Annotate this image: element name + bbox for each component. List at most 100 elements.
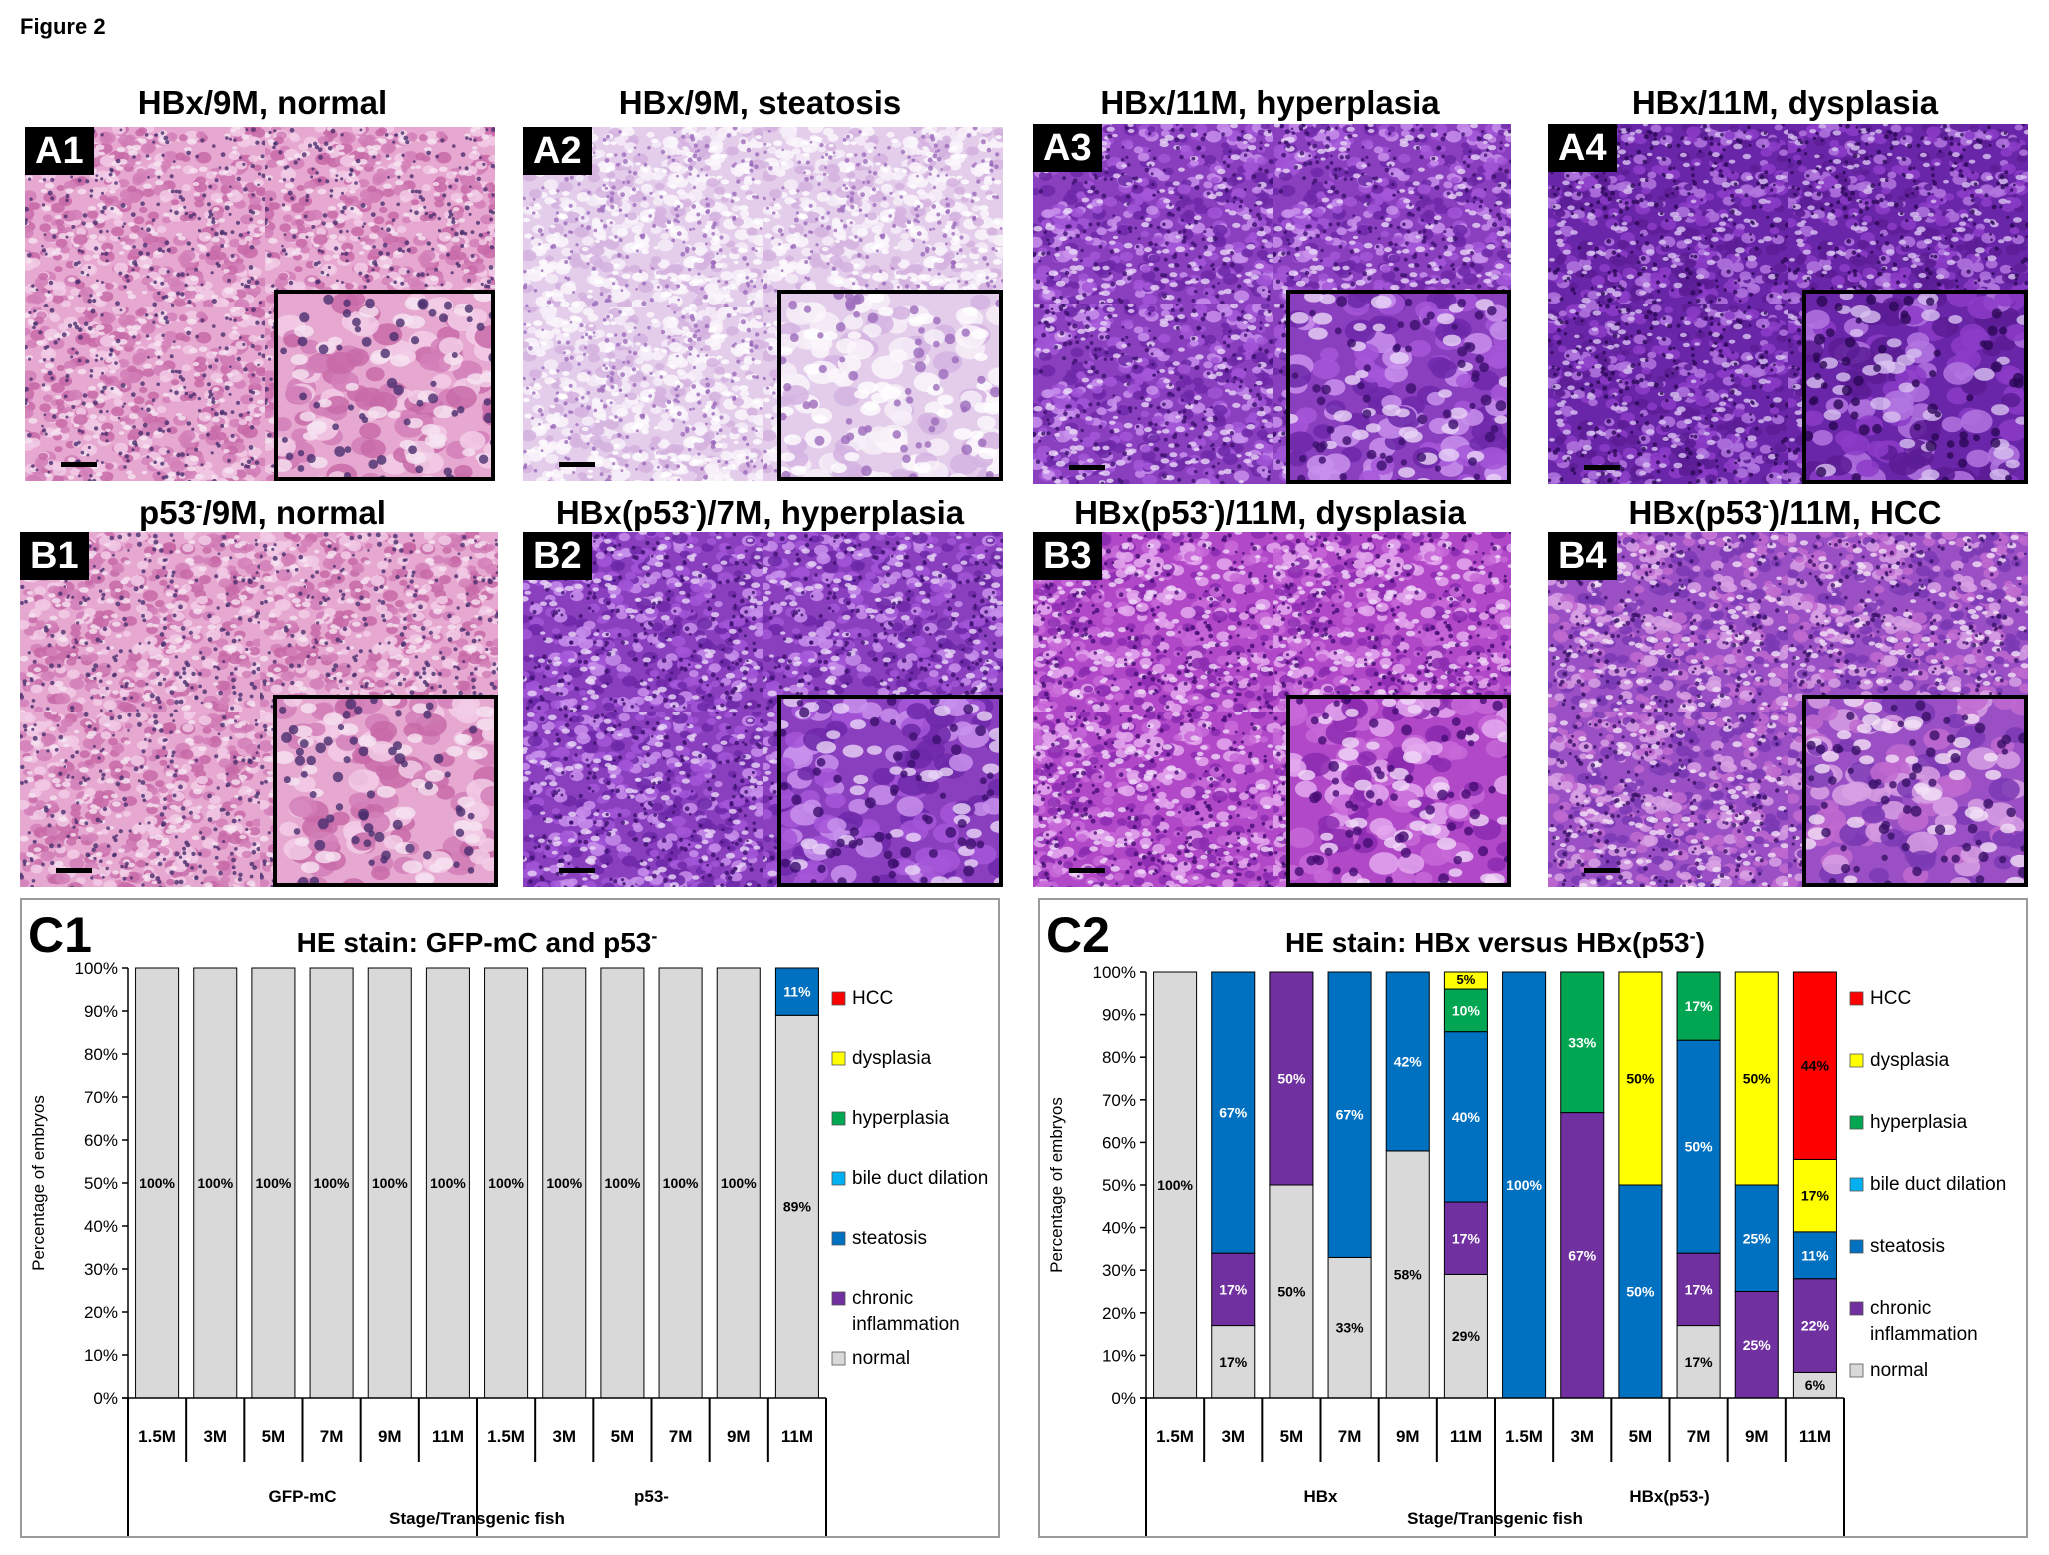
legend-swatch-steatosis: [1849, 1239, 1864, 1254]
panel-title-b3: HBx(p53-)/11M, dysplasia: [1030, 494, 1510, 532]
inset-box: [1286, 695, 1511, 887]
bar-dysplasia: [1792, 1158, 1837, 1233]
title-text: p53: [139, 494, 196, 531]
legend-swatch-normal: [1849, 1363, 1864, 1378]
micrograph-a4: A4: [1548, 124, 2028, 484]
bar-steatosis: [774, 967, 819, 1016]
panel-letter-b1: B1: [20, 532, 89, 580]
bar-chronic-inflammation: [1269, 971, 1314, 1186]
data-label: 100%: [721, 1175, 757, 1191]
legend-swatch-hcc: [1849, 991, 1864, 1006]
legend-swatch-chronic-inflammation: [1849, 1301, 1864, 1316]
legend-label: inflammation: [1870, 1324, 1978, 1345]
bar-normal: [1211, 1325, 1256, 1399]
x-tick-label: 11M: [432, 1427, 464, 1446]
title-sup: -: [1762, 495, 1770, 517]
chart-c2-frame: C2 HE stain: HBx versus HBx(p53-) Percenta…: [1038, 898, 2028, 1538]
data-label: 17%: [1685, 1281, 1714, 1297]
scale-bar: [56, 868, 92, 873]
scale-bar: [559, 868, 595, 873]
data-label: 11%: [783, 984, 811, 1000]
y-tick-label: 80%: [1102, 1048, 1136, 1067]
x-tick-label: 1.5M: [1505, 1427, 1543, 1446]
data-label: 17%: [1685, 998, 1714, 1014]
data-label: 17%: [1685, 1354, 1714, 1370]
data-label: 50%: [1277, 1071, 1306, 1087]
title-sup: -: [689, 495, 697, 517]
chart-title: HE stain: HBx versus HBx(p53-): [1285, 926, 1705, 958]
panel-letter-a2: A2: [523, 127, 592, 175]
data-label: 100%: [197, 1175, 233, 1191]
y-tick-label: 70%: [1102, 1091, 1136, 1110]
bar-normal: [1385, 1150, 1430, 1399]
bar-normal: [425, 967, 470, 1399]
y-tick-label: 70%: [84, 1088, 118, 1107]
y-tick-label: 100%: [1093, 963, 1136, 982]
x-tick-label: 9M: [1745, 1427, 1769, 1446]
legend-swatch-steatosis: [831, 1231, 846, 1246]
scale-bar: [61, 462, 97, 467]
data-label: 67%: [1219, 1105, 1248, 1121]
panel-letter-b3: B3: [1033, 532, 1102, 580]
data-label: 33%: [1336, 1320, 1365, 1336]
y-tick-label: 80%: [84, 1045, 118, 1064]
bar-normal: [367, 967, 412, 1399]
chart-c1: C1 HE stain: GFP-mC and p53- Percentage of…: [28, 907, 988, 1538]
panel-title-b1: p53-/9M, normal: [25, 494, 500, 532]
data-label: 100%: [430, 1175, 466, 1191]
title-text: HBx(p53: [1074, 494, 1208, 531]
scale-bar: [1584, 868, 1620, 873]
micrograph-b4: B4: [1548, 532, 2028, 887]
data-label: 67%: [1568, 1247, 1597, 1263]
legend-swatch-hyperplasia: [831, 1111, 846, 1126]
y-tick-label: 40%: [84, 1217, 118, 1236]
micrograph-b2: B2: [523, 532, 1003, 887]
x-tick-label: 3M: [552, 1427, 576, 1446]
y-tick-label: 50%: [84, 1174, 118, 1193]
bar-steatosis: [1443, 1031, 1488, 1203]
x-tick-label: 3M: [1570, 1427, 1594, 1446]
y-tick-label: 30%: [84, 1260, 118, 1279]
bar-normal: [135, 967, 180, 1399]
data-label: 100%: [256, 1175, 292, 1191]
data-label: 22%: [1801, 1318, 1830, 1334]
legend-label: chronic: [1870, 1298, 1931, 1319]
micrograph-b3: B3: [1033, 532, 1511, 887]
x-tick-label: 9M: [727, 1427, 751, 1446]
x-tick-label: 1.5M: [1156, 1427, 1194, 1446]
data-label: 6%: [1805, 1377, 1826, 1393]
x-axis-label: Stage/Transgenic fish: [1407, 1509, 1583, 1528]
x-tick-label: 5M: [1280, 1427, 1304, 1446]
y-tick-label: 60%: [84, 1131, 118, 1150]
y-tick-label: 10%: [84, 1346, 118, 1365]
legend-label: hyperplasia: [1870, 1112, 1968, 1133]
bar-hyperplasia: [1560, 971, 1605, 1114]
inset-box: [777, 695, 1003, 887]
data-label: 50%: [1743, 1071, 1772, 1087]
bar-normal: [542, 967, 587, 1399]
legend-swatch-chronic-inflammation: [831, 1291, 846, 1306]
x-tick-label: 11M: [781, 1427, 813, 1446]
title-text: /9M, normal: [202, 494, 386, 531]
data-label: 17%: [1801, 1188, 1830, 1204]
legend-label: HCC: [1870, 988, 1911, 1009]
x-group-label-gfp-mc: GFP-mC: [269, 1487, 337, 1506]
y-tick-label: 20%: [1102, 1304, 1136, 1323]
y-tick-label: 90%: [84, 1002, 118, 1021]
legend-swatch-normal: [831, 1351, 846, 1366]
legend-label: bile duct dilation: [852, 1168, 988, 1189]
panel-letter-b2: B2: [523, 532, 592, 580]
data-label: 17%: [1452, 1230, 1481, 1246]
y-tick-label: 40%: [1102, 1219, 1136, 1238]
panel-letter-c1: C1: [28, 907, 92, 963]
micrograph-b1: B1: [20, 532, 498, 887]
panel-title-b2: HBx(p53-)/7M, hyperplasia: [520, 494, 1000, 532]
scale-bar: [559, 462, 595, 467]
panel-letter-a3: A3: [1033, 124, 1102, 172]
data-label: 100%: [1157, 1177, 1193, 1193]
panel-title-a2: HBx/9M, steatosis: [618, 84, 902, 121]
bar-dysplasia: [1443, 971, 1488, 990]
data-label: 50%: [1626, 1071, 1655, 1087]
inset-box: [273, 695, 498, 887]
title-sup: -: [1207, 495, 1215, 517]
